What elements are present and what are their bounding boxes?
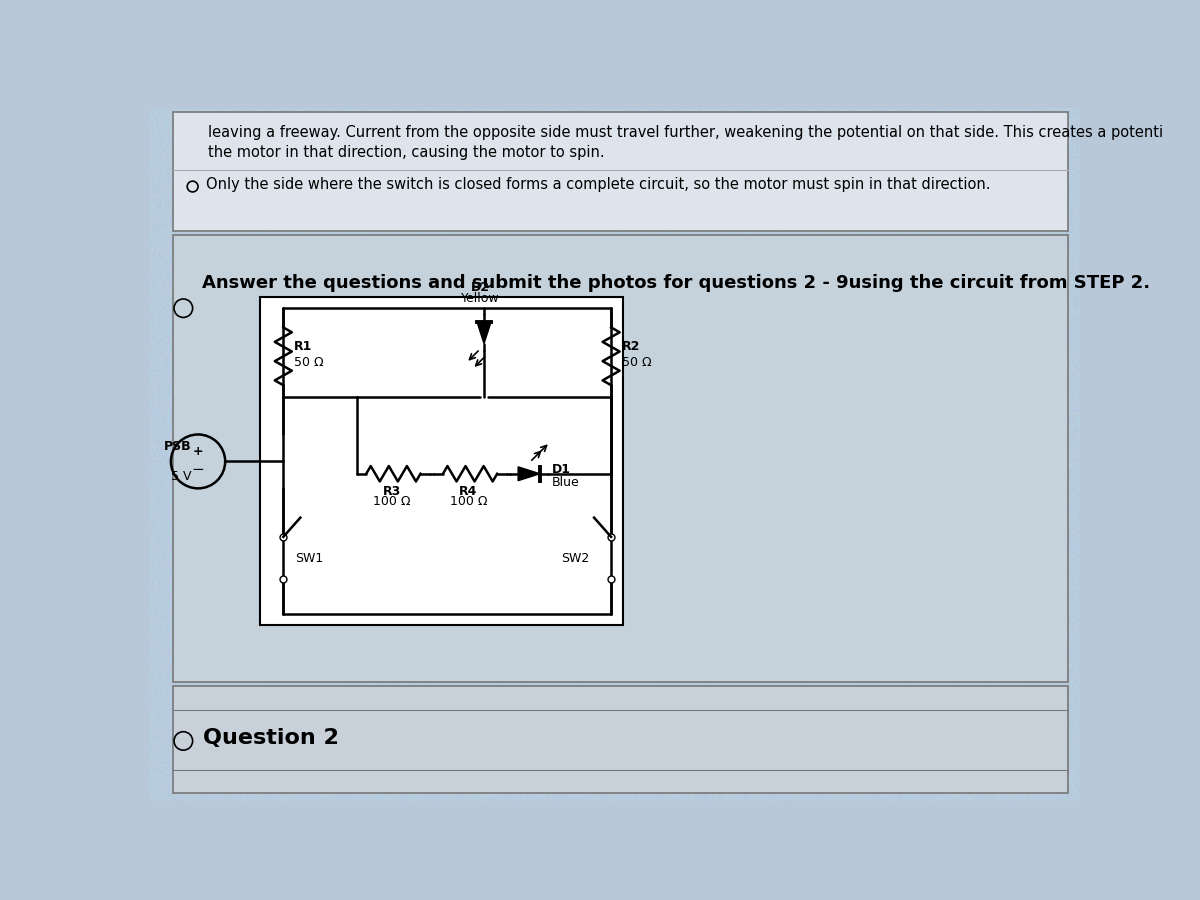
Text: R4: R4 xyxy=(460,484,478,498)
Text: −: − xyxy=(192,462,204,477)
Text: PSB: PSB xyxy=(164,439,192,453)
Text: 100 Ω: 100 Ω xyxy=(373,495,410,508)
Text: Only the side where the switch is closed forms a complete circuit, so the motor : Only the side where the switch is closed… xyxy=(206,176,990,192)
Polygon shape xyxy=(518,467,540,481)
Bar xyxy=(260,297,623,626)
Text: 50 Ω: 50 Ω xyxy=(294,356,324,369)
Text: D1: D1 xyxy=(552,464,570,476)
Polygon shape xyxy=(478,322,491,344)
Text: D2: D2 xyxy=(470,282,490,294)
Text: R2: R2 xyxy=(622,340,641,353)
Text: Yellow: Yellow xyxy=(461,292,499,305)
Text: SW2: SW2 xyxy=(560,552,589,565)
Bar xyxy=(173,686,1068,793)
Text: 5 V: 5 V xyxy=(172,471,192,483)
Bar xyxy=(173,235,1068,681)
Text: Question 2: Question 2 xyxy=(203,728,338,748)
Text: the motor in that direction, causing the motor to spin.: the motor in that direction, causing the… xyxy=(208,145,605,160)
Text: +: + xyxy=(193,445,203,458)
Text: leaving a freeway. Current from the opposite side must travel further, weakening: leaving a freeway. Current from the oppo… xyxy=(208,125,1163,140)
Text: R1: R1 xyxy=(294,340,312,353)
Text: 100 Ω: 100 Ω xyxy=(450,495,487,508)
Text: 50 Ω: 50 Ω xyxy=(622,356,652,369)
Text: R3: R3 xyxy=(383,484,401,498)
Text: Blue: Blue xyxy=(552,476,580,490)
Text: SW1: SW1 xyxy=(295,552,323,565)
Text: Answer the questions and submit the photos for questions 2 - 9using the circuit : Answer the questions and submit the phot… xyxy=(202,274,1150,292)
Bar xyxy=(173,112,1068,231)
